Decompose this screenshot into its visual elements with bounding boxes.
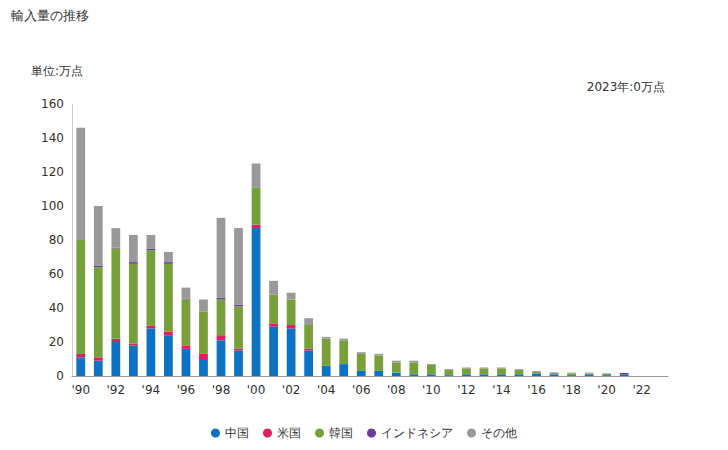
svg-text:60: 60	[49, 267, 64, 281]
svg-text:'02: '02	[282, 383, 301, 397]
svg-text:その他: その他	[481, 426, 517, 440]
svg-text:'12: '12	[457, 383, 476, 397]
svg-text:韓国: 韓国	[329, 426, 353, 440]
svg-text:'00: '00	[247, 383, 266, 397]
svg-text:'14: '14	[492, 383, 511, 397]
svg-text:2023年:0万点: 2023年:0万点	[587, 80, 665, 94]
svg-text:'04: '04	[317, 383, 336, 397]
svg-text:単位:万点: 単位:万点	[31, 64, 83, 78]
svg-text:'90: '90	[71, 383, 90, 397]
svg-text:インドネシア: インドネシア	[381, 426, 453, 440]
svg-text:40: 40	[49, 301, 64, 315]
svg-text:20: 20	[49, 335, 64, 349]
svg-text:'92: '92	[107, 383, 126, 397]
svg-text:'94: '94	[142, 383, 161, 397]
svg-text:'08: '08	[387, 383, 406, 397]
svg-text:'06: '06	[352, 383, 371, 397]
svg-text:輸入量の推移: 輸入量の推移	[11, 8, 89, 23]
svg-text:'96: '96	[177, 383, 196, 397]
svg-text:100: 100	[41, 199, 64, 213]
svg-text:120: 120	[41, 165, 64, 179]
svg-text:'16: '16	[527, 383, 546, 397]
svg-text:'10: '10	[422, 383, 441, 397]
svg-text:0: 0	[56, 369, 64, 383]
svg-text:米国: 米国	[277, 426, 301, 440]
svg-text:160: 160	[41, 97, 64, 111]
svg-text:80: 80	[49, 233, 64, 247]
svg-text:'98: '98	[212, 383, 231, 397]
svg-text:'22: '22	[632, 383, 651, 397]
svg-text:'20: '20	[597, 383, 616, 397]
svg-text:中国: 中国	[225, 426, 249, 440]
svg-text:'18: '18	[562, 383, 581, 397]
svg-text:140: 140	[41, 131, 64, 145]
